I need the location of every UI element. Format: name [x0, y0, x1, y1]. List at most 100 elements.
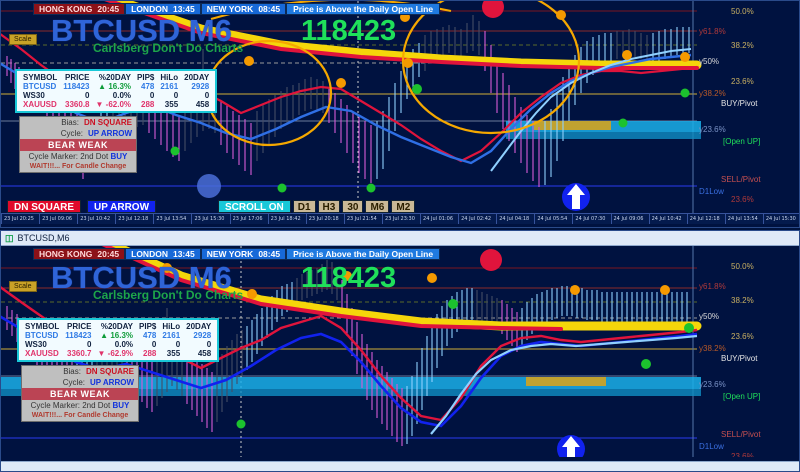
cycle-marker-value: BUY: [112, 401, 130, 410]
time-tick: 23 Jul 09:06: [39, 214, 77, 224]
timeframe-h3[interactable]: H3: [317, 199, 341, 213]
session-name: HONG KONG: [39, 4, 93, 14]
cycle-label: Cycle:: [60, 129, 83, 138]
cell-pct: ▲ 16.3%: [98, 82, 132, 91]
cell-hilo: 2161: [162, 331, 181, 340]
bias-row: Bias: DN SQUARE: [22, 366, 138, 377]
bias-label: Bias:: [61, 118, 79, 127]
cell-20day: 0: [204, 91, 210, 100]
scroll-on-button[interactable]: SCROLL ON: [218, 199, 291, 213]
cell-pct: ▼ -62.0%: [95, 100, 132, 109]
cell-pips: 288: [141, 100, 155, 109]
chart2-titlebar[interactable]: ◫ BTCUSD,M6: [1, 231, 799, 246]
chart1-scale-chip[interactable]: Scale: [9, 34, 37, 45]
time-tick: 23 Jul 20:18: [305, 214, 344, 224]
cell-pct: 0.0%: [112, 91, 132, 100]
cell-symbol: XAUUSD: [25, 349, 59, 358]
chart2-watermark-symbol: BTCUSD M6: [51, 260, 232, 295]
chart1-last-price: 118423: [301, 15, 397, 47]
cell-price: 118423: [63, 82, 90, 91]
candlestick-icon: ◫: [5, 232, 13, 243]
chart1-bias-panel: Bias: DN SQUARE Cycle: UP ARROW BEAR WEA…: [19, 116, 137, 173]
table-row: WS30 0 0.0% 0 0 0: [20, 91, 212, 100]
table-row: XAUUSD 3360.7 ▼ -62.9% 288 355 458: [22, 349, 214, 358]
col-hilo: HiLo: [162, 322, 181, 331]
timeframe-m6[interactable]: M6: [365, 199, 390, 213]
chart1-watermark-tag: Carlsberg Don't Do Charts: [93, 41, 244, 55]
fib-label-382: 38.2%: [731, 41, 754, 50]
col-pct20day: %20DAY: [100, 322, 134, 331]
col-symbol: SYMBOL: [23, 73, 58, 82]
cycle-value: UP ARROW: [88, 129, 132, 138]
table-header-row: SYMBOL PRICE %20DAY PIP$ HiLo 20DAY: [20, 73, 212, 82]
timeframe-d1[interactable]: D1: [292, 199, 316, 213]
session-time: 08:45: [258, 4, 281, 14]
dn-square-button[interactable]: DN SQUARE: [7, 199, 82, 213]
cell-pips: 478: [141, 82, 155, 91]
cell-pct: ▲ 16.3%: [100, 331, 134, 340]
yesterday-382: y38.2%: [699, 344, 726, 353]
session-time: 08:45: [258, 249, 281, 259]
col-symbol: SYMBOL: [25, 322, 60, 331]
chart1-canvas[interactable]: HONG KONG 20:45 LONDON 13:45 NEW YORK 08…: [1, 1, 799, 213]
cell-20day: 2928: [191, 82, 210, 91]
buy-pivot-label: BUY/Pivot: [721, 99, 758, 108]
time-tick: 23 Jul 12:18: [115, 214, 153, 224]
session-clock-hong-kong: HONG KONG 20:45: [33, 3, 126, 15]
yesterday-618: y61.8%: [699, 27, 726, 36]
session-time: 13:45: [172, 249, 195, 259]
session-name: HONG KONG: [39, 249, 93, 259]
up-arrow-button[interactable]: UP ARROW: [87, 199, 157, 213]
d1-low-label: D1Low: [699, 187, 724, 196]
cell-symbol: BTCUSD: [25, 331, 59, 340]
chart2-canvas[interactable]: HONG KONG 20:45 LONDON 13:45 NEW YORK 08…: [1, 246, 799, 457]
session-name: LONDON: [131, 4, 168, 14]
chart2-price-scale[interactable]: 50.0% y61.8% 38.2% y50% 23.6% y38.2% BUY…: [697, 246, 799, 457]
col-20day: 20DAY: [184, 73, 210, 82]
fib-label-236: 23.6%: [731, 332, 754, 341]
session-name: NEW YORK: [206, 249, 254, 259]
cell-20day: 2928: [193, 331, 212, 340]
cell-price: 0: [87, 340, 92, 349]
chart-window-1[interactable]: HONG KONG 20:45 LONDON 13:45 NEW YORK 08…: [0, 0, 800, 228]
time-tick: 23 Jul 17:06: [229, 214, 268, 224]
fib-label-382: 38.2%: [731, 296, 754, 305]
yesterday-382: y38.2%: [699, 89, 726, 98]
session-clock-london: LONDON 13:45: [125, 3, 201, 15]
table-header-row: SYMBOL PRICE %20DAY PIP$ HiLo 20DAY: [22, 322, 214, 331]
cycle-marker-row: Cycle Marker: 2nd Dot BUY: [20, 151, 136, 162]
bias-row: Bias: DN SQUARE: [20, 117, 136, 128]
chart-window-2[interactable]: ◫ BTCUSD,M6: [0, 230, 800, 472]
session-clock-hong-kong: HONG KONG 20:45: [33, 248, 126, 260]
timeframe-m2[interactable]: M2: [391, 199, 416, 213]
time-tick: 24 Jul 04:18: [496, 214, 534, 224]
chart1-time-axis[interactable]: 23 Jul 20:25 23 Jul 09:06 23 Jul 10:42 23 J…: [1, 213, 799, 224]
col-20day: 20DAY: [186, 322, 212, 331]
buy-pivot-label: BUY/Pivot: [721, 354, 758, 363]
time-tick: 23 Jul 20:25: [1, 214, 39, 224]
chart1-price-scale[interactable]: 50.0% y61.8% 38.2% y50% 23.6% y38.2% BUY…: [697, 1, 799, 213]
cycle-label: Cycle:: [62, 378, 85, 387]
yesterday-236: y23.6%: [699, 125, 726, 134]
open-up-label: [Open UP]: [723, 137, 761, 146]
chart1-toolbar[interactable]: DN SQUARE UP ARROW SCROLL ON D1 H3 30 M6…: [1, 199, 799, 213]
bias-label: Bias:: [63, 367, 81, 376]
time-tick: 23 Jul 13:54: [153, 214, 191, 224]
sell-pivot-label: SELL/Pivot: [721, 175, 761, 184]
chart1-symbol-table: SYMBOL PRICE %20DAY PIP$ HiLo 20DAY BTCU…: [15, 69, 218, 113]
timeframe-30[interactable]: 30: [342, 199, 364, 213]
fib-label-50: 50.0%: [731, 7, 754, 16]
session-name: LONDON: [131, 249, 168, 259]
cycle-marker-label: Cycle Marker: 2nd Dot: [28, 152, 109, 161]
cell-pct: ▼ -62.9%: [97, 349, 134, 358]
open-up-label: [Open UP]: [723, 392, 761, 401]
chart1-watermark-symbol: BTCUSD M6: [51, 13, 232, 48]
fib-label-50: 50.0%: [731, 262, 754, 271]
chart2-plot: [1, 246, 702, 457]
chart2-bias-panel: Bias: DN SQUARE Cycle: UP ARROW BEAR WEA…: [21, 365, 139, 422]
cell-price: 0: [85, 91, 90, 100]
table-row: BTCUSD 118423 ▲ 16.3% 478 2161 2928: [22, 331, 214, 340]
yesterday-236: y23.6%: [699, 380, 726, 389]
chart2-scale-chip[interactable]: Scale: [9, 281, 37, 292]
